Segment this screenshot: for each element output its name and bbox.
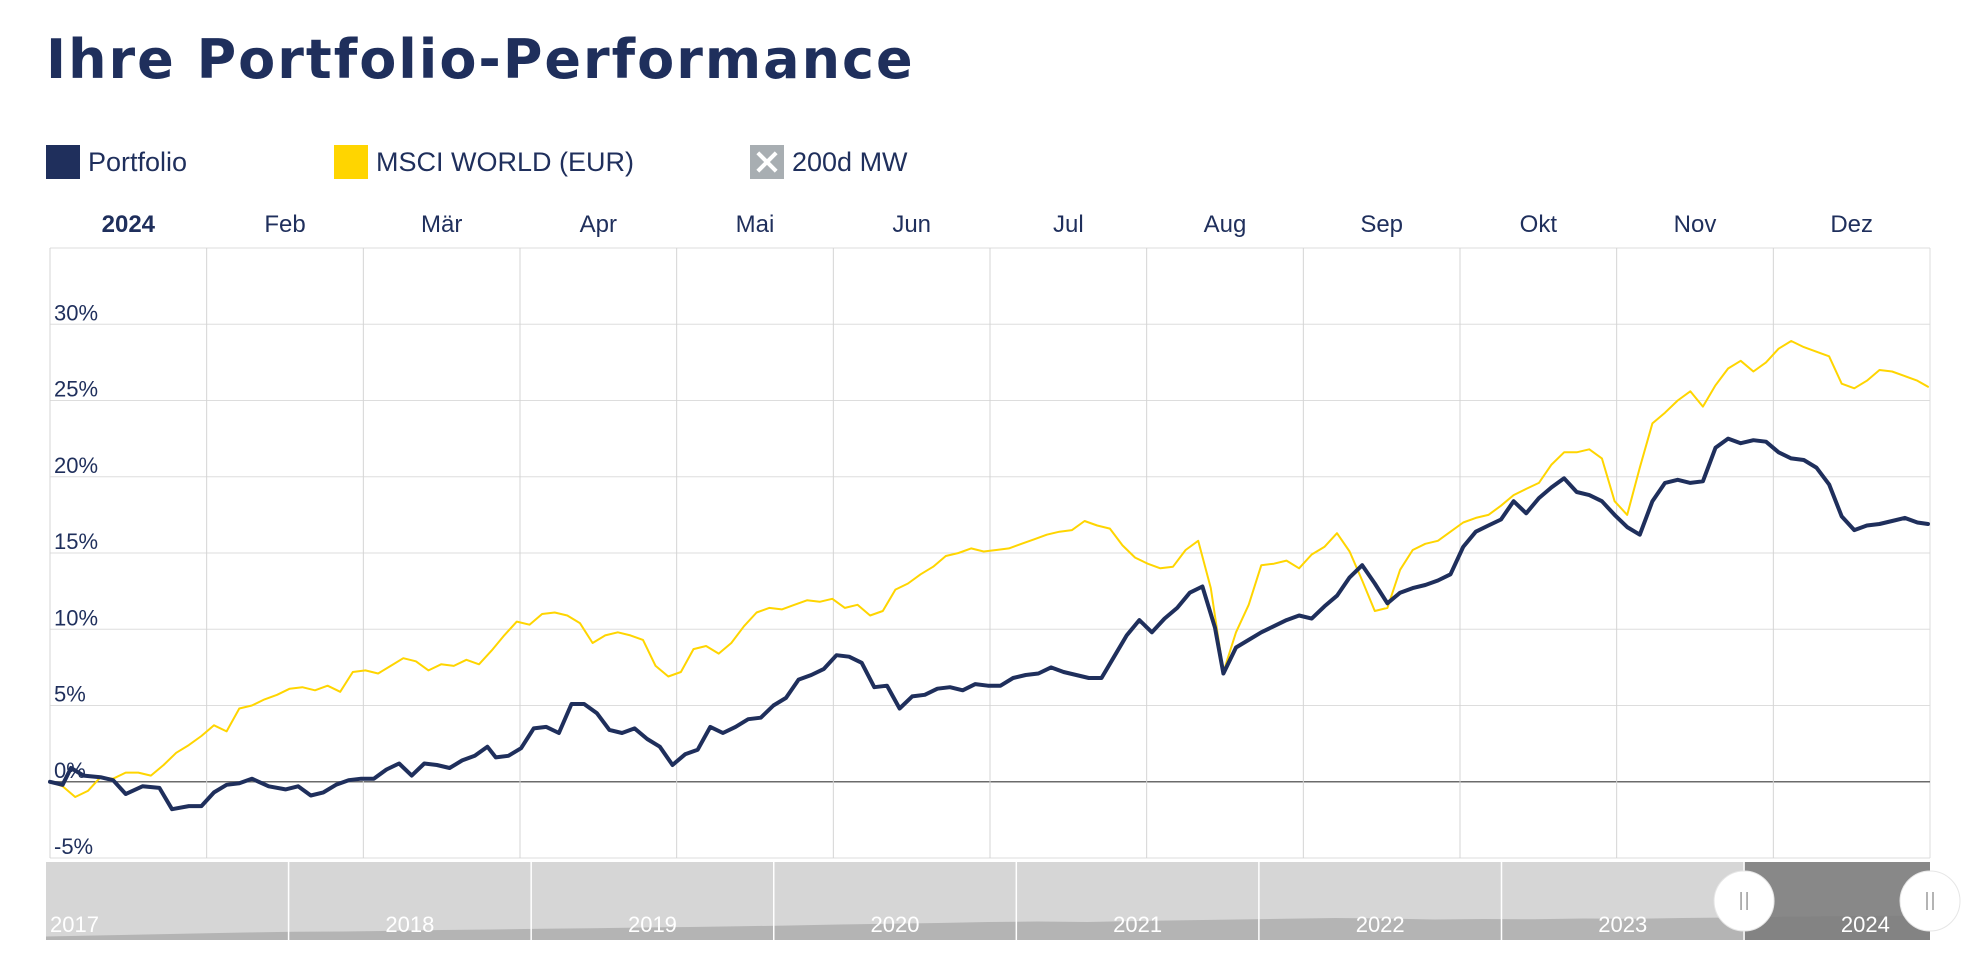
portfolio-line	[50, 439, 1928, 810]
x-tick-label-month: Feb	[264, 211, 305, 238]
navigator-year-label: 2023	[1598, 912, 1647, 937]
navigator-year-label: 2021	[1113, 912, 1162, 937]
msci-world-line	[50, 341, 1928, 797]
x-tick-label-month: Okt	[1520, 211, 1558, 238]
y-tick-label: 30%	[54, 300, 98, 325]
y-tick-label: 15%	[54, 529, 98, 554]
x-tick-label-month: Aug	[1204, 211, 1247, 238]
navigator-right-handle[interactable]	[1900, 871, 1960, 931]
x-tick-label-month: Mai	[736, 211, 775, 238]
y-tick-label: 10%	[54, 605, 98, 630]
navigator-year-label: 2020	[871, 912, 920, 937]
x-tick-label-month: Dez	[1830, 211, 1873, 238]
x-tick-label-month: Jun	[892, 211, 931, 238]
x-tick-label-month: Jul	[1053, 211, 1084, 238]
x-tick-label-month: Sep	[1360, 211, 1403, 238]
y-tick-label: 20%	[54, 453, 98, 478]
navigator-year-label: 2017	[50, 912, 99, 937]
y-tick-label: -5%	[54, 834, 93, 859]
navigator-year-label: 2022	[1356, 912, 1405, 937]
navigator-left-handle[interactable]	[1714, 871, 1774, 931]
portfolio-performance-page: Ihre Portfolio-Performance Portfolio MSC…	[0, 0, 1975, 958]
x-tick-label-year: 2024	[102, 211, 156, 238]
x-tick-label-month: Apr	[580, 211, 617, 238]
chart-axes: -5%0%5%10%15%20%25%30%2024 Feb Mär Apr Mai Ju…	[54, 211, 1873, 859]
navigator-year-label: 2018	[385, 912, 434, 937]
x-tick-label-month: Nov	[1674, 211, 1717, 238]
navigator-year-label: 2024	[1841, 912, 1890, 937]
navigator-handle-circle	[1900, 871, 1960, 931]
y-tick-label: 25%	[54, 377, 98, 402]
performance-chart: -5%0%5%10%15%20%25%30%2024 Feb Mär Apr Mai Ju…	[0, 0, 1975, 958]
y-tick-label: 5%	[54, 682, 86, 707]
navigator-year-label: 2019	[628, 912, 677, 937]
x-tick-label-month: Mär	[421, 211, 462, 238]
chart-series	[50, 341, 1928, 809]
chart-grid	[50, 248, 1930, 858]
navigator-handle-circle	[1714, 871, 1774, 931]
range-navigator: 2017 2018 2019 2020 2021 2022 2023 2024	[46, 862, 1960, 940]
